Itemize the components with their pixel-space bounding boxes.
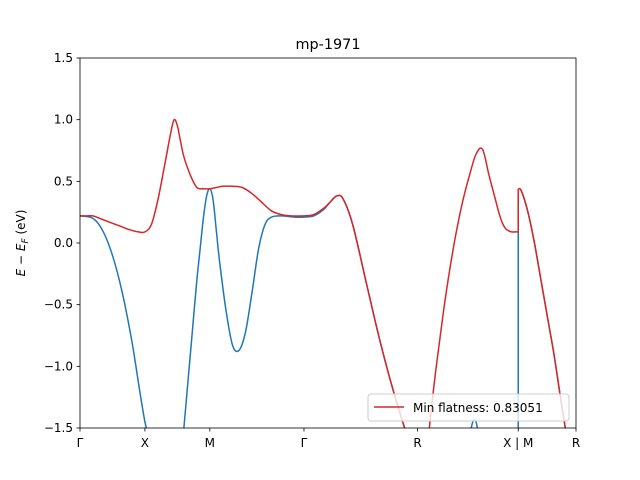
- band-red-line: [428, 147, 519, 428]
- x-tick-label: X | M: [503, 436, 533, 450]
- y-axis-label: E − EF (eV): [14, 210, 31, 277]
- x-tick-label: Γ: [77, 436, 84, 450]
- band-blue-line: [470, 418, 479, 428]
- x-tick-label: M: [205, 436, 215, 450]
- y-tick-label: 1.5: [54, 51, 73, 65]
- band-blue-line: [80, 215, 148, 428]
- y-axis-label-unit: (eV): [14, 210, 28, 239]
- y-axis-label-base: E − E: [14, 243, 28, 276]
- y-axis-label-subscript: F: [21, 238, 31, 244]
- legend-box: [367, 393, 570, 422]
- y-tick-label: −1.5: [44, 421, 73, 435]
- plot-area: [79, 57, 577, 429]
- y-tick-label: 0.0: [54, 236, 73, 250]
- x-tick-label: Γ: [301, 436, 308, 450]
- y-tick-label: 0.5: [54, 174, 73, 188]
- x-tick-label: R: [572, 436, 580, 450]
- y-axis: 1.5 1.0 0.5 0.0 −0.5 −1.0 −1.5: [44, 51, 80, 435]
- y-tick-label: −0.5: [44, 298, 73, 312]
- bands-layer: [80, 118, 567, 428]
- y-tick-label: 1.0: [54, 113, 73, 127]
- legend: Min flatness: 0.83051: [367, 393, 570, 422]
- band-red-line: [80, 118, 406, 428]
- x-tick-label: X: [141, 436, 149, 450]
- y-tick-label: −1.0: [44, 359, 73, 373]
- x-axis: Γ X M Γ R X | M R: [77, 428, 580, 450]
- legend-label: Min flatness: 0.83051: [413, 401, 543, 415]
- chart-title: mp-1971: [296, 37, 361, 53]
- x-tick-label: R: [413, 436, 421, 450]
